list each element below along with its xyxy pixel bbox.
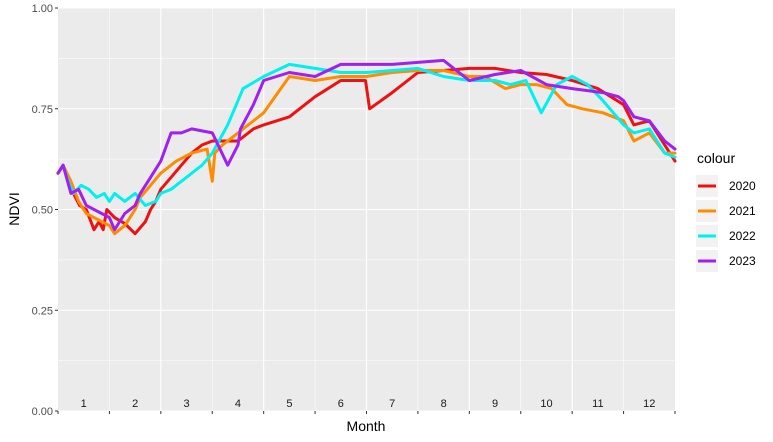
y-axis: 0.00 0.25 0.50 0.75 1.00 (32, 3, 58, 418)
legend-item-2023: 2023 (696, 250, 756, 272)
month-label: 3 (183, 398, 189, 410)
x-axis (57, 411, 676, 414)
month-label: 4 (235, 398, 241, 410)
month-label: 1 (81, 398, 87, 410)
y-axis-title: NDVI (6, 192, 22, 225)
legend-item-2020: 2020 (696, 175, 756, 197)
month-label: 9 (492, 398, 498, 410)
month-label: 7 (389, 398, 395, 410)
x-axis-title: Month (347, 418, 386, 434)
month-label: 10 (540, 398, 552, 410)
month-label: 8 (441, 398, 447, 410)
legend-label: 2021 (729, 204, 756, 218)
month-label: 12 (643, 398, 655, 410)
y-tick-label: 1.00 (32, 3, 53, 15)
month-label: 11 (592, 398, 603, 410)
legend-item-2022: 2022 (696, 225, 756, 247)
legend: colour 2020 2021 2022 2023 (696, 150, 756, 272)
series-line-2022 (56, 62, 677, 207)
y-tick-label: 0.75 (32, 104, 53, 116)
month-label: 6 (338, 398, 344, 410)
month-labels: 1 2 3 4 5 6 7 8 9 10 11 12 (81, 398, 656, 410)
series-line-2023 (56, 58, 677, 232)
series-line-2020 (56, 66, 677, 236)
month-label: 2 (132, 398, 138, 410)
y-tick-label: 0.00 (32, 406, 53, 418)
series-line-2021 (56, 69, 677, 236)
series-lines (56, 58, 677, 236)
legend-label: 2023 (729, 254, 756, 268)
legend-title: colour (697, 150, 735, 166)
month-label: 5 (286, 398, 292, 410)
legend-label: 2022 (729, 229, 756, 243)
legend-item-2021: 2021 (696, 200, 756, 222)
y-tick-label: 0.50 (32, 205, 53, 217)
legend-label: 2020 (729, 179, 756, 193)
y-tick-label: 0.25 (32, 305, 53, 317)
